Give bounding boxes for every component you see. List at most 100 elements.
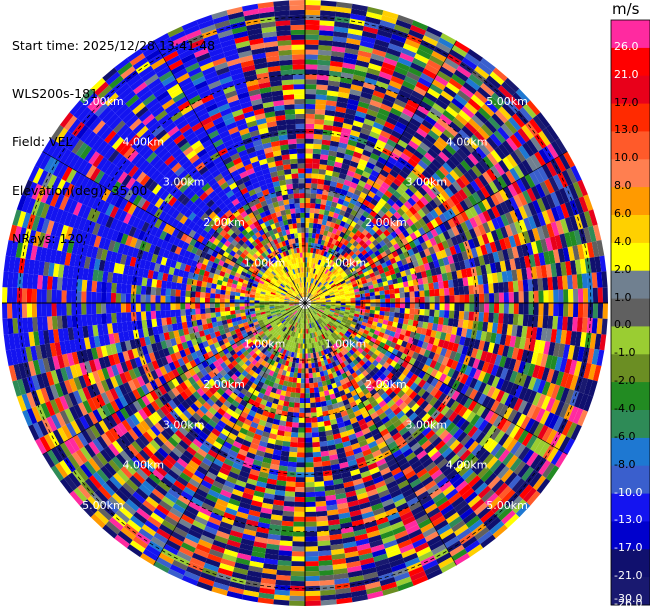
velocity-gate bbox=[339, 193, 347, 201]
velocity-gate bbox=[333, 270, 339, 276]
velocity-gate bbox=[384, 52, 400, 62]
velocity-gate bbox=[402, 221, 410, 230]
velocity-gate bbox=[522, 103, 537, 119]
velocity-gate bbox=[484, 303, 490, 313]
velocity-gate bbox=[375, 243, 382, 250]
velocity-gate bbox=[449, 169, 460, 181]
velocity-gate bbox=[312, 291, 317, 296]
velocity-gate bbox=[408, 184, 418, 194]
velocity-gate bbox=[316, 406, 323, 413]
velocity-gate bbox=[305, 222, 310, 228]
velocity-gate bbox=[330, 135, 341, 143]
velocity-gate bbox=[368, 235, 376, 243]
velocity-gate bbox=[320, 149, 330, 156]
velocity-gate bbox=[533, 168, 545, 184]
velocity-gate bbox=[325, 169, 333, 177]
velocity-gate bbox=[439, 295, 445, 303]
velocity-gate bbox=[337, 147, 347, 154]
velocity-gate bbox=[311, 257, 315, 264]
velocity-gate bbox=[326, 241, 332, 248]
velocity-gate bbox=[298, 427, 305, 433]
velocity-gate bbox=[343, 57, 357, 65]
velocity-gate bbox=[526, 139, 539, 155]
velocity-gate bbox=[365, 11, 383, 20]
velocity-gate bbox=[359, 96, 372, 105]
velocity-gate bbox=[335, 280, 341, 286]
velocity-gate bbox=[517, 127, 531, 143]
velocity-gate bbox=[433, 281, 439, 290]
velocity-gate bbox=[400, 204, 409, 213]
velocity-gate bbox=[315, 496, 326, 502]
velocity-gate bbox=[428, 199, 438, 210]
velocity-gate bbox=[351, 253, 358, 260]
velocity-gate bbox=[431, 79, 446, 91]
velocity-gate bbox=[300, 393, 305, 399]
velocity-gate bbox=[342, 62, 356, 70]
velocity-gate bbox=[329, 221, 336, 228]
velocity-gate bbox=[316, 515, 328, 522]
velocity-gate bbox=[389, 311, 395, 318]
velocity-gate bbox=[387, 264, 394, 271]
velocity-gate bbox=[305, 282, 308, 288]
velocity-gate bbox=[330, 254, 336, 261]
velocity-gate bbox=[348, 93, 361, 102]
velocity-gate bbox=[319, 284, 325, 289]
velocity-gate bbox=[350, 129, 361, 138]
velocity-gate bbox=[430, 125, 443, 137]
velocity-gate bbox=[448, 287, 455, 296]
velocity-gate bbox=[438, 37, 454, 50]
velocity-gate bbox=[429, 289, 435, 297]
velocity-gate bbox=[389, 288, 395, 295]
velocity-gate bbox=[405, 303, 410, 309]
velocity-gate bbox=[389, 257, 397, 265]
velocity-gate bbox=[494, 162, 506, 176]
velocity-gate bbox=[382, 236, 390, 245]
velocity-gate bbox=[352, 205, 360, 212]
velocity-gate bbox=[519, 106, 533, 122]
velocity-gate bbox=[321, 273, 326, 279]
velocity-gate bbox=[323, 230, 329, 236]
velocity-gate bbox=[448, 183, 458, 195]
velocity-gate bbox=[414, 252, 422, 260]
velocity-gate bbox=[295, 487, 305, 493]
velocity-gate bbox=[315, 501, 327, 507]
velocity-gate bbox=[353, 272, 359, 278]
velocity-gate bbox=[412, 57, 427, 69]
velocity-gate bbox=[316, 84, 328, 91]
velocity-gate bbox=[481, 233, 490, 245]
velocity-gate bbox=[331, 130, 342, 138]
velocity-gate bbox=[290, 392, 296, 398]
velocity-gate bbox=[353, 69, 367, 78]
velocity-gate bbox=[336, 101, 348, 109]
velocity-gate bbox=[372, 266, 379, 273]
velocity-gate bbox=[538, 130, 551, 147]
velocity-gate bbox=[507, 183, 518, 197]
velocity-gate bbox=[368, 228, 376, 236]
velocity-gate bbox=[310, 397, 316, 403]
velocity-gate bbox=[327, 190, 335, 197]
velocity-gate bbox=[387, 156, 398, 166]
velocity-gate bbox=[315, 297, 321, 300]
velocity-gate bbox=[344, 277, 351, 283]
velocity-gate bbox=[305, 477, 315, 483]
velocity-gate bbox=[377, 209, 386, 218]
velocity-gate bbox=[512, 280, 519, 293]
velocity-gate bbox=[363, 144, 374, 153]
velocity-gate bbox=[354, 200, 363, 208]
velocity-gate bbox=[427, 148, 439, 159]
velocity-gate bbox=[403, 250, 410, 259]
velocity-gate bbox=[411, 246, 419, 255]
velocity-gate bbox=[418, 218, 427, 227]
velocity-gate bbox=[305, 9, 321, 16]
velocity-gate bbox=[319, 254, 324, 261]
velocity-gate bbox=[431, 158, 443, 170]
velocity-gate bbox=[286, 476, 296, 482]
velocity-gate bbox=[316, 193, 323, 200]
velocity-gate bbox=[389, 268, 396, 276]
velocity-gate bbox=[379, 290, 385, 296]
velocity-gate bbox=[338, 269, 345, 275]
velocity-gate bbox=[410, 136, 422, 146]
velocity-gate bbox=[308, 262, 312, 268]
velocity-gate bbox=[381, 61, 396, 71]
velocity-gate bbox=[537, 212, 547, 227]
